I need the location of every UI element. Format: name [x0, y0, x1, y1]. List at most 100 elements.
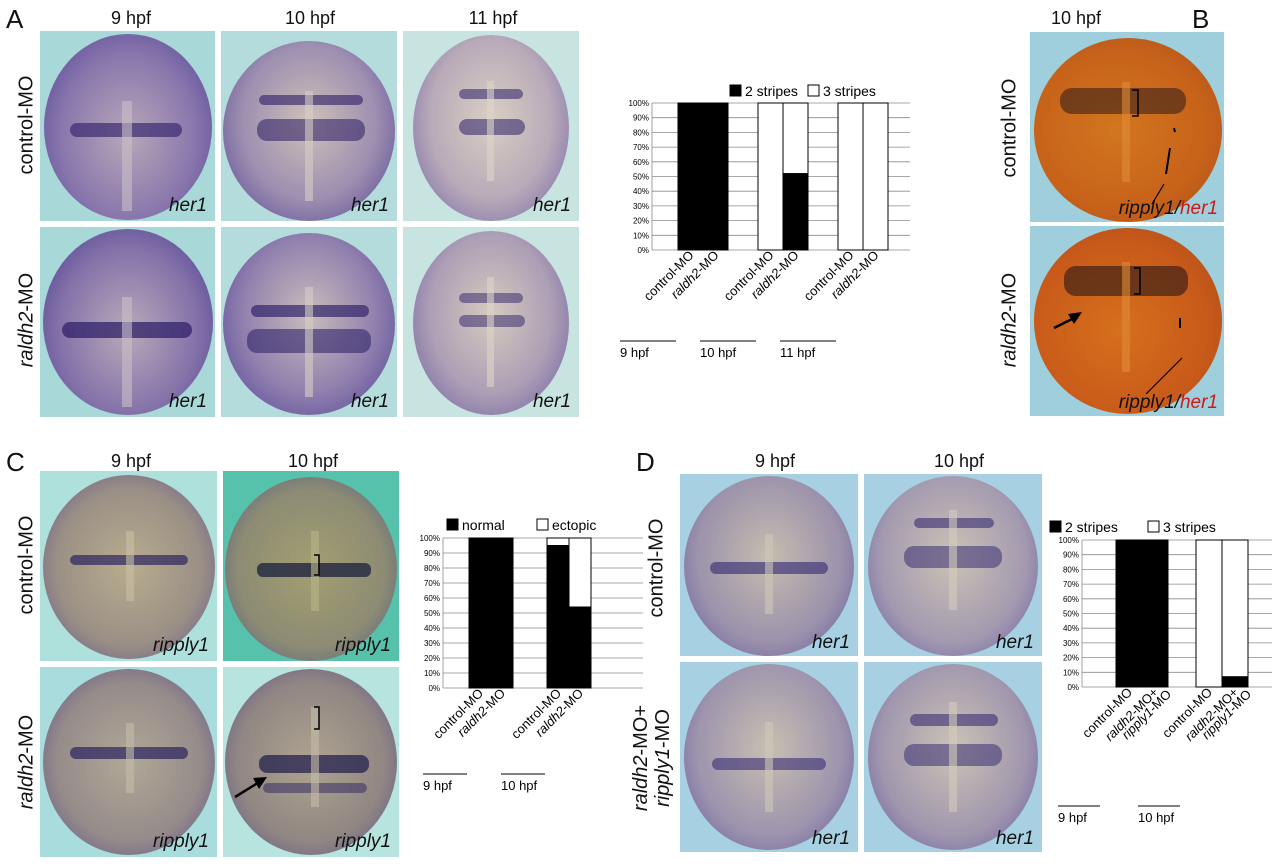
row-label-d-control: control-MO: [645, 518, 668, 618]
panel-label-d: D: [636, 447, 655, 477]
legend-label-1: 3 stripes: [823, 83, 876, 99]
group-label: 10 hpf: [1138, 810, 1175, 825]
y-tick-label: 90%: [424, 549, 440, 558]
bar-ectopic: [546, 537, 570, 546]
bar-normal: [468, 537, 492, 689]
y-tick-label: 30%: [424, 639, 440, 648]
bar-3-stripes: [757, 102, 784, 251]
embryo-photo-d-control-9hpf: her1: [680, 474, 858, 656]
y-tick-label: 80%: [1063, 565, 1079, 574]
column-title-c-1: 9 hpf: [110, 451, 152, 471]
gene-label: her1: [532, 195, 571, 216]
gene-label: ripply1/her1: [1118, 198, 1218, 219]
legend-label-0: 2 stripes: [745, 83, 798, 99]
y-tick-label: 90%: [1063, 551, 1079, 560]
bar-normal: [490, 537, 514, 689]
bar-2-stripes: [702, 102, 729, 251]
embryo-photo-a-control-9hpf: her1: [40, 31, 215, 221]
midline: [311, 707, 319, 807]
bar-2-stripes: [1221, 676, 1249, 688]
row-label-a-raldh2: raldh2-MO: [15, 272, 38, 368]
midline: [1122, 82, 1130, 182]
gene-label: her1: [168, 195, 207, 216]
tick-mark: [1173, 127, 1176, 133]
embryo-photo-c-control-10hpf: ripply1: [223, 471, 399, 661]
y-tick-label: 30%: [633, 202, 649, 211]
y-tick-label: 60%: [633, 158, 649, 167]
y-tick-label: 40%: [424, 624, 440, 633]
y-tick-label: 50%: [424, 609, 440, 618]
row-label-c-raldh2: raldh2-MO: [15, 714, 38, 810]
arrow-icon: [253, 777, 267, 789]
legend-label-1: 3 stripes: [1163, 519, 1216, 535]
y-tick-label: 70%: [1063, 580, 1079, 589]
panel-label-a: A: [6, 4, 24, 34]
y-tick-label: 100%: [1059, 536, 1079, 545]
leader-line: [1145, 357, 1183, 395]
arrow-icon: [1068, 312, 1082, 324]
gene-label: ripply1: [153, 831, 209, 852]
group-label: 9 hpf: [1058, 810, 1087, 825]
y-tick-label: 30%: [1063, 639, 1079, 648]
y-tick-label: 0%: [428, 684, 440, 693]
y-tick-label: 40%: [633, 187, 649, 196]
y-tick-label: 70%: [633, 143, 649, 152]
annotation-overlay-c: [234, 554, 320, 799]
embryo-photo-a-control-10hpf: her1: [221, 31, 397, 221]
midline: [126, 531, 134, 601]
midline: [126, 723, 134, 793]
column-title-b: 10 hpf: [1050, 8, 1102, 28]
group-label: 9 hpf: [423, 778, 452, 793]
group-label: 10 hpf: [700, 345, 737, 360]
chart-d: 2 stripes 3 stripes 0% 10% 20% 30% 40% 50% 60% 70…: [1049, 519, 1272, 825]
midline: [122, 297, 132, 407]
bracket-mark: [314, 706, 320, 730]
bracket-mark: [314, 554, 320, 576]
legend-label-1: ectopic: [552, 518, 596, 533]
row-label-b-control: control-MO: [998, 78, 1021, 178]
gene-label: ripply1: [153, 635, 209, 656]
bar-2-stripes: [1141, 539, 1169, 688]
y-tick-label: 50%: [1063, 610, 1079, 619]
column-title-a-1: 9 hpf: [110, 8, 152, 28]
leader-line: [1151, 183, 1165, 205]
midline: [487, 81, 494, 181]
y-tick-label: 60%: [1063, 595, 1079, 604]
legend-swatch-0: [446, 518, 459, 531]
gene-label: ripply1: [335, 831, 391, 852]
y-tick-label: 20%: [424, 654, 440, 663]
column-title-a-3: 11 hpf: [468, 8, 518, 28]
embryo-photo-d-control-10hpf: her1: [864, 474, 1042, 656]
embryo-photo-c-raldh2-9hpf: ripply1: [40, 667, 217, 857]
row-label-d-raldh2-ripply1: raldh2-MO+ ripply1-MO: [630, 704, 674, 812]
y-tick-label: 0%: [637, 246, 649, 255]
y-tick-label: 90%: [633, 114, 649, 123]
panel-label-c: C: [6, 447, 25, 477]
midline: [305, 287, 313, 397]
midline: [1122, 262, 1130, 372]
bar-2-stripes: [1115, 539, 1143, 688]
bar-ectopic: [568, 537, 592, 608]
midline: [765, 534, 773, 614]
row-label-a-control: control-MO: [15, 75, 38, 175]
embryo-photo-c-control-9hpf: ripply1: [40, 471, 217, 661]
midline: [311, 531, 319, 611]
y-tick-label: 20%: [633, 217, 649, 226]
column-title-d-2: 10 hpf: [933, 451, 985, 471]
midline: [487, 277, 494, 387]
y-tick-label: 40%: [1063, 624, 1079, 633]
chart-a: 2 stripes 3 stripes 0% 10% 20% 30% 40% 50% 60% 70…: [620, 83, 910, 360]
y-tick-label: 80%: [424, 564, 440, 573]
boundary-line: [1165, 147, 1171, 175]
bracket-mark: [1132, 89, 1139, 117]
midline: [305, 91, 313, 201]
legend-label-0: 2 stripes: [1065, 519, 1118, 535]
embryo-photo-d-raldh2-ripply1-9hpf: her1: [680, 662, 858, 852]
gene-label: her1: [811, 828, 850, 849]
bar-3-stripes: [1195, 539, 1223, 688]
y-tick-label: 50%: [633, 173, 649, 182]
bar-3-stripes: [782, 102, 809, 175]
gene-label: her1: [995, 828, 1034, 849]
y-tick-label: 100%: [420, 534, 440, 543]
legend-swatch-0: [729, 84, 742, 97]
